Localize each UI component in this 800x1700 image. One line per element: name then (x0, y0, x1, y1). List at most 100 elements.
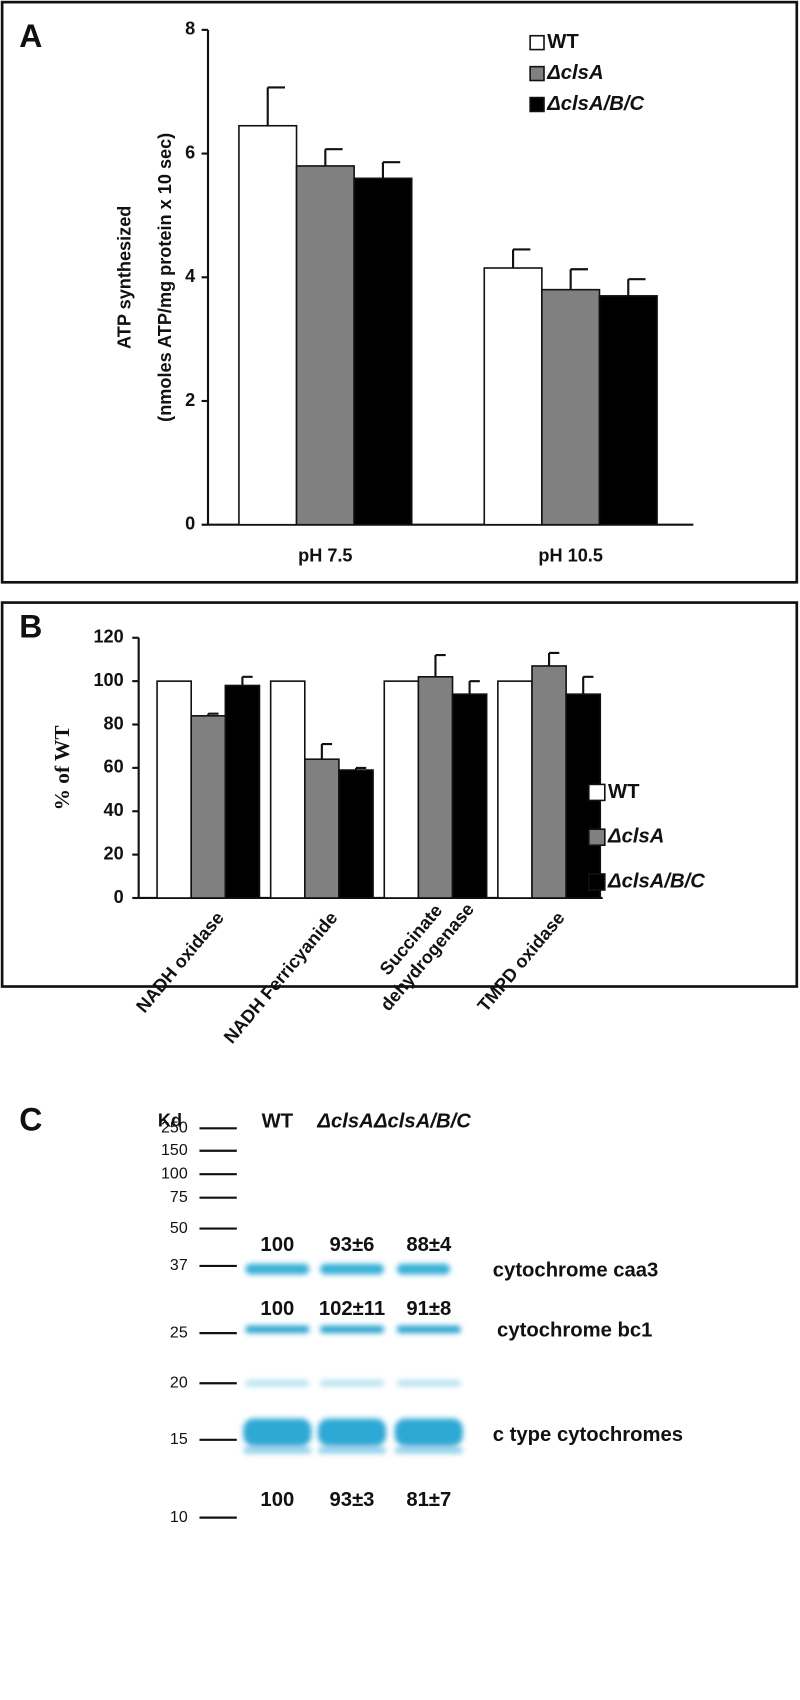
y-axis-label: % of WT (50, 725, 74, 810)
marker-label: 250 (161, 1120, 188, 1137)
marker-label: 10 (170, 1509, 188, 1526)
y-tick-label: 0 (114, 887, 124, 907)
band-value: 93±3 (330, 1489, 375, 1511)
band-name: cytochrome bc1 (497, 1319, 652, 1341)
x-tick-label: pH 10.5 (538, 546, 602, 566)
panel-frame (0, 601, 799, 988)
band-value: 81±7 (406, 1489, 451, 1511)
legend-swatch (529, 96, 545, 113)
kd-label: Kd (158, 1111, 182, 1131)
x-tick-label: Succinatedehydrogenase (358, 884, 477, 1015)
band-value: 100 (260, 1234, 294, 1256)
y-tick-label: 120 (93, 627, 123, 647)
band (394, 1418, 463, 1447)
bar (451, 693, 488, 899)
legend-swatch (588, 783, 606, 802)
bar (156, 680, 192, 899)
band (396, 1263, 451, 1275)
gel-bands (243, 1263, 463, 1454)
band (245, 1380, 310, 1387)
bar (224, 684, 261, 899)
bar (338, 769, 374, 899)
error-bar (512, 248, 531, 269)
legend-label: ΔclsA (607, 826, 664, 848)
bar (541, 288, 601, 526)
x-tick-label: NADH oxidase (132, 908, 228, 1017)
bar (304, 758, 340, 899)
band-value: 88±4 (406, 1234, 452, 1256)
bar (238, 124, 298, 526)
error-bar (468, 680, 480, 695)
marker-label: 37 (170, 1257, 188, 1274)
legend-label: ΔclsA/B/C (607, 870, 705, 892)
legend-swatch (588, 873, 606, 891)
panel-frame (0, 0, 799, 584)
y-tick-label: 6 (185, 142, 195, 162)
error-bar (582, 675, 594, 695)
band (320, 1380, 384, 1387)
y-tick-label: 80 (104, 713, 124, 733)
legend-swatch (529, 65, 545, 82)
legend-swatch (529, 34, 545, 51)
error-bar (324, 148, 343, 166)
bar (190, 715, 227, 899)
bar (497, 680, 533, 899)
legend-label: ΔclsA/B/C (546, 93, 644, 115)
error-bar (434, 654, 446, 677)
y-tick-label: 40 (104, 800, 124, 820)
error-bar (266, 86, 286, 126)
band (320, 1263, 384, 1275)
lane-label: ΔclsA (316, 1110, 373, 1132)
y-axis-label: (nmoles ATP/mg protein x 10 sec) (155, 133, 175, 422)
legend-label: WT (608, 781, 640, 803)
band-value: 93±6 (330, 1234, 375, 1256)
y-tick-label: 0 (185, 514, 195, 534)
error-bar (548, 651, 560, 666)
y-tick-label: 4 (185, 266, 195, 286)
band (394, 1447, 463, 1454)
band-value: 91±8 (406, 1298, 451, 1320)
bar (417, 676, 454, 899)
error-bar (241, 675, 253, 686)
error-bar (627, 278, 646, 296)
y-axis-label: ATP synthesized (115, 206, 135, 349)
bar (295, 165, 355, 526)
x-tick-label: TMPD oxidase (474, 908, 569, 1016)
legend-label: WT (547, 31, 579, 53)
band-name: c type cytochromes (493, 1424, 683, 1446)
band (396, 1380, 461, 1387)
marker-label: 150 (161, 1142, 188, 1159)
band (243, 1447, 312, 1454)
bar (483, 267, 543, 526)
bar (598, 295, 658, 526)
band (243, 1418, 312, 1447)
marker-label: 75 (170, 1189, 188, 1206)
band (396, 1325, 461, 1334)
bar (531, 665, 567, 899)
legend-label: ΔclsA (546, 62, 603, 84)
band (320, 1325, 384, 1334)
y-tick-label: 20 (104, 843, 124, 863)
bar (383, 680, 420, 899)
x-tick-label: pH 7.5 (298, 546, 352, 566)
marker-label: 100 (161, 1165, 188, 1182)
bar (353, 177, 413, 526)
band-name: cytochrome caa3 (493, 1260, 658, 1282)
panel-label: A (19, 18, 42, 54)
marker-label: 15 (170, 1431, 188, 1448)
band (317, 1447, 387, 1454)
band-value: 102±11 (319, 1298, 385, 1320)
error-bar (569, 268, 588, 290)
marker-label: 20 (170, 1374, 188, 1391)
marker-label: 25 (170, 1324, 188, 1341)
lane-label: ΔclsA/B/C (373, 1110, 471, 1132)
lane-label: WT (262, 1110, 294, 1132)
marker-label: 50 (170, 1220, 188, 1237)
bar (269, 680, 306, 899)
x-tick-label: NADH Ferricyanide (220, 908, 342, 1047)
panel-label: B (19, 609, 42, 645)
legend-swatch (588, 828, 606, 847)
error-bar (320, 742, 333, 760)
